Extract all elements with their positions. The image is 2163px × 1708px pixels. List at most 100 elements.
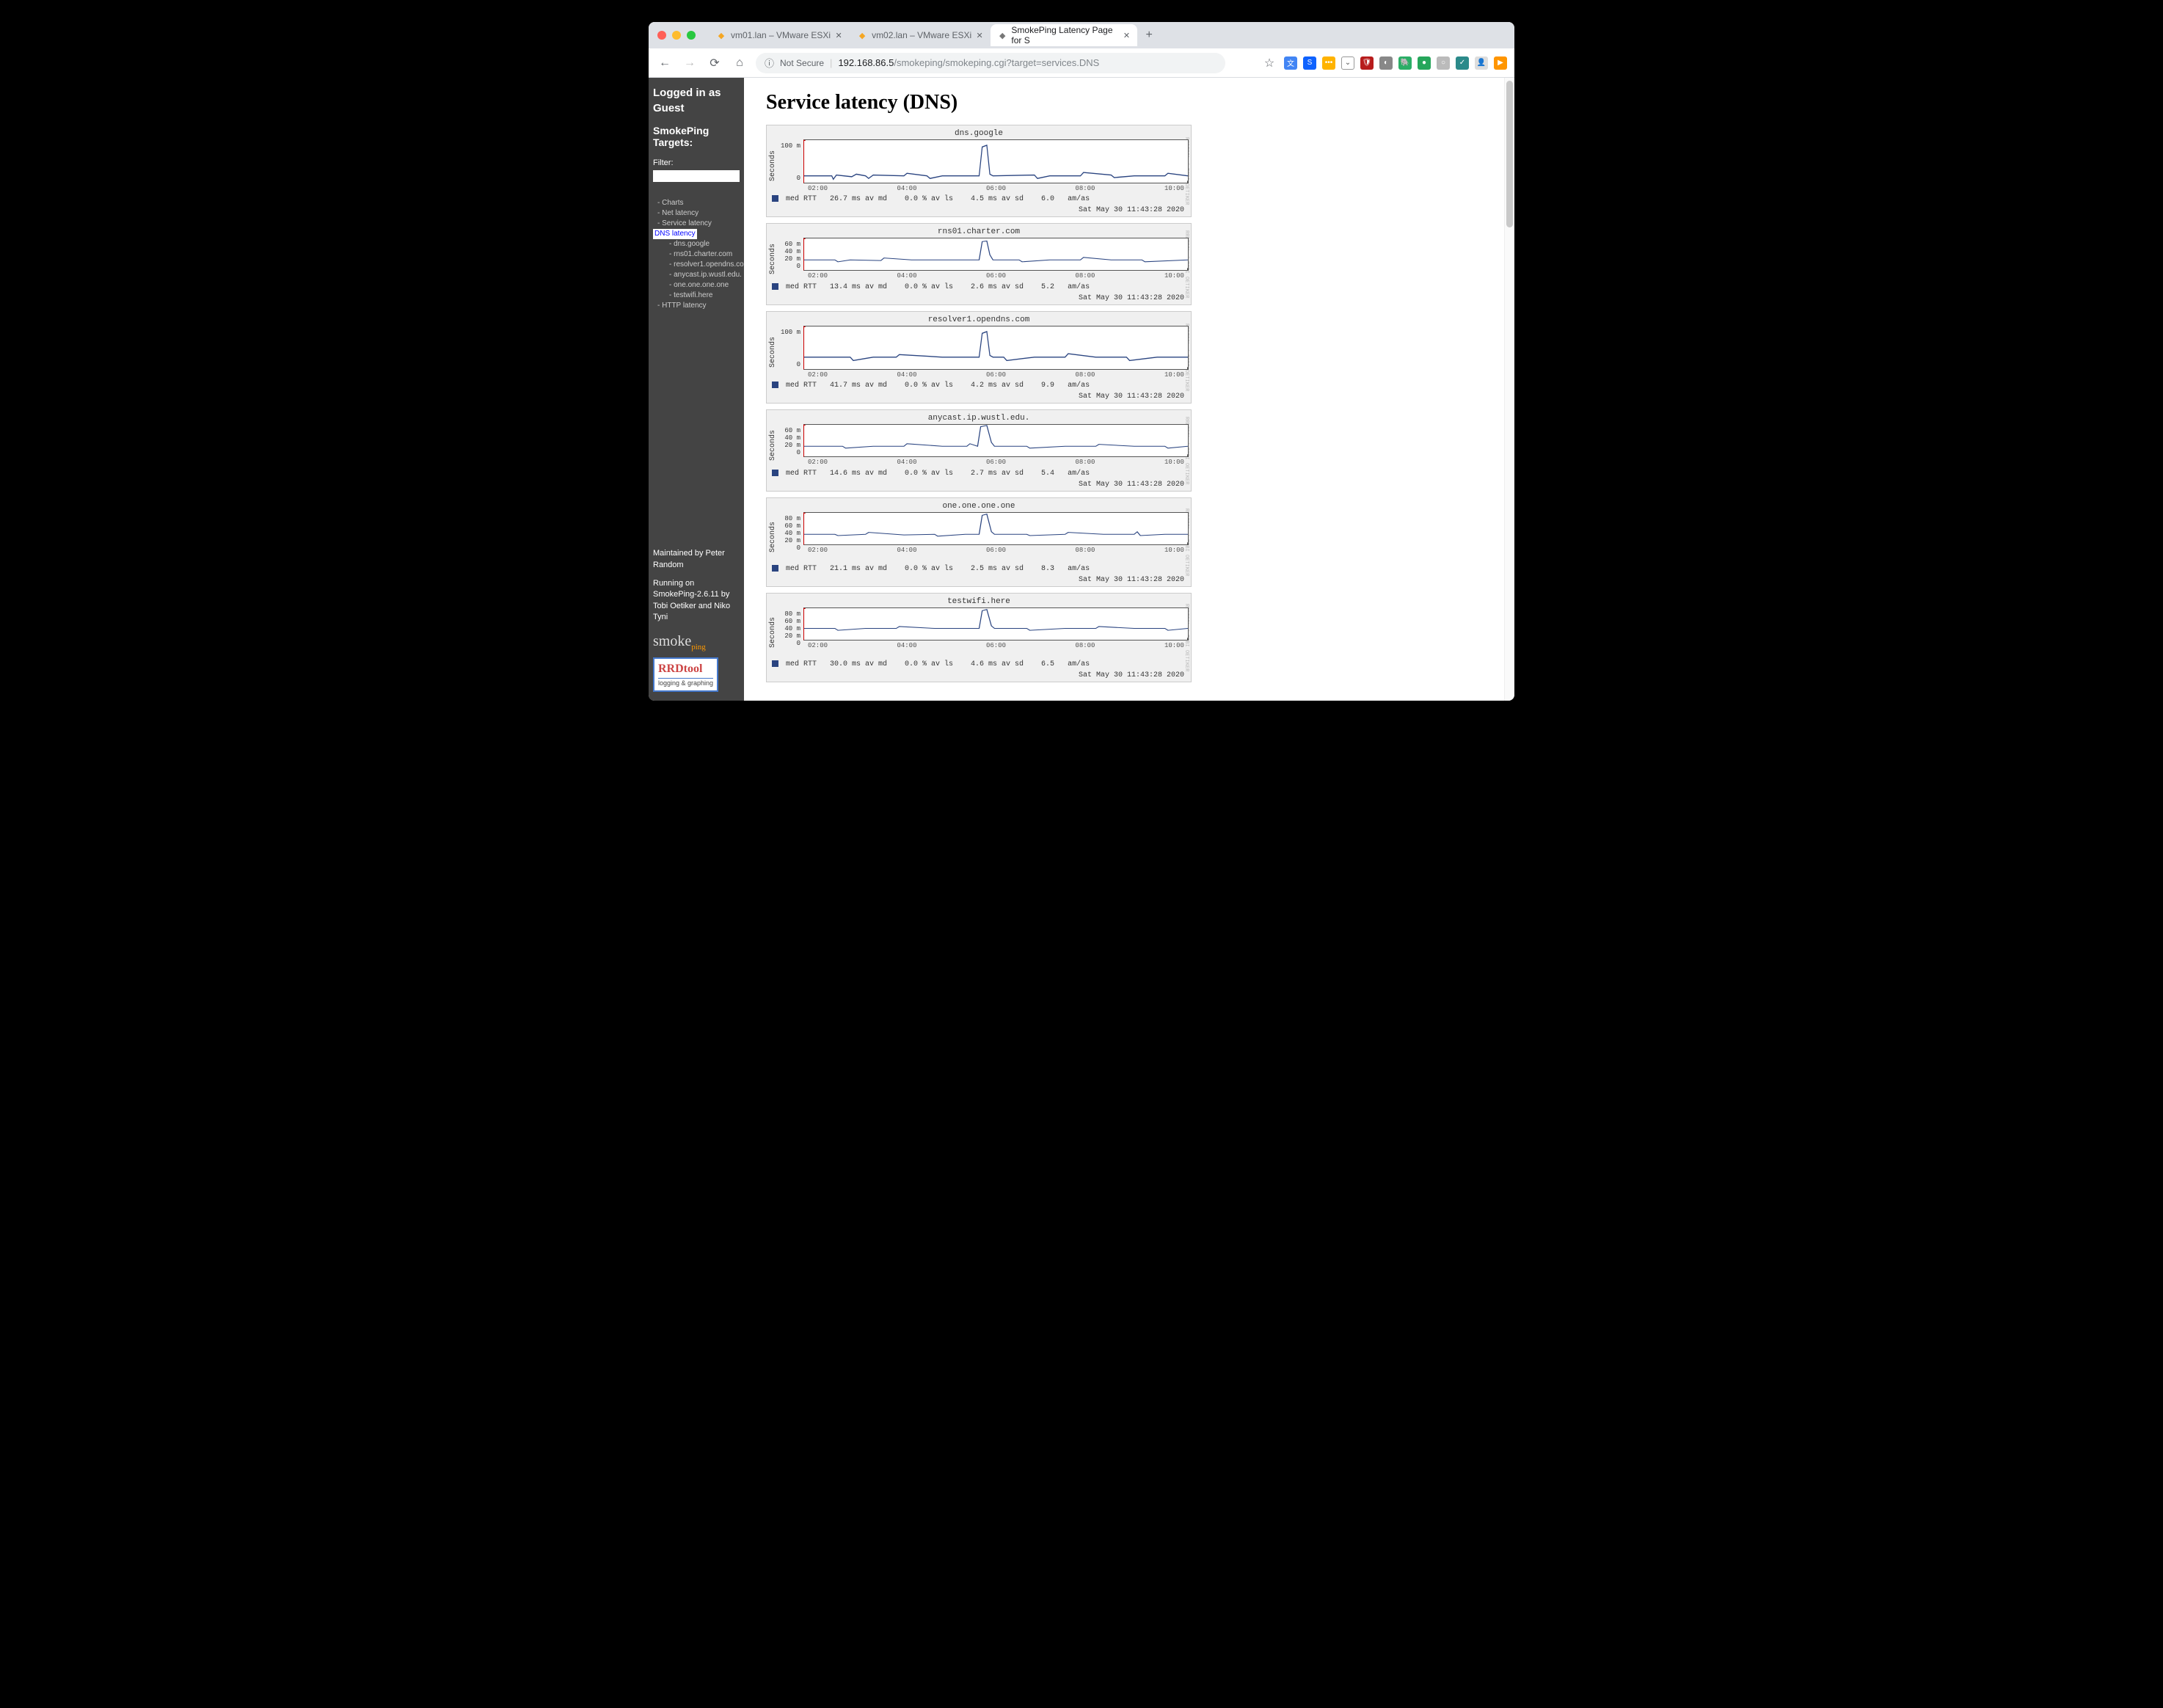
tree-item[interactable]: - Service latency: [653, 219, 740, 229]
extension-icon[interactable]: ▶: [1494, 56, 1507, 70]
chart-plot-area: [803, 238, 1189, 271]
chart-stats: med RTT 30.0 ms av md 0.0 % av ls 4.6 ms…: [769, 657, 1189, 671]
address-bar[interactable]: ⓘ Not Secure | 192.168.86.5/smokeping/sm…: [756, 53, 1225, 73]
y-axis-label: Seconds: [769, 616, 777, 649]
sidebar-footer: Maintained by Peter Random Running on Sm…: [653, 548, 740, 692]
browser-tab[interactable]: ◆SmokePing Latency Page for S✕: [991, 24, 1137, 46]
chart-stats: med RTT 26.7 ms av md 0.0 % av ls 4.5 ms…: [769, 192, 1189, 206]
tree-item[interactable]: - rns01.charter.com: [653, 249, 740, 260]
tree-item[interactable]: - Net latency: [653, 208, 740, 219]
filter-label: Filter:: [653, 158, 740, 167]
chart-title: resolver1.opendns.com: [769, 314, 1189, 326]
extension-icon[interactable]: ○: [1437, 56, 1450, 70]
scrollbar-thumb[interactable]: [1506, 81, 1513, 227]
latency-chart[interactable]: RRDTOOL / TOBI OETIKERresolver1.opendns.…: [766, 311, 1192, 404]
tab-label: vm02.lan – VMware ESXi: [872, 30, 971, 40]
latency-chart[interactable]: RRDTOOL / TOBI OETIKERone.one.one.oneSec…: [766, 497, 1192, 587]
x-axis-ticks: 02:0004:0006:0008:0010:00: [803, 183, 1189, 192]
login-status-line1: Logged in as: [653, 87, 740, 99]
extension-icon[interactable]: 👤: [1475, 56, 1488, 70]
latency-chart[interactable]: RRDTOOL / TOBI OETIKERdns.googleSeconds1…: [766, 125, 1192, 217]
forward-button[interactable]: →: [681, 54, 698, 72]
filter-input[interactable]: [653, 170, 740, 182]
extension-icon[interactable]: 文: [1284, 56, 1297, 70]
new-tab-button[interactable]: +: [1142, 29, 1156, 42]
target-tree: - Charts- Net latency- Service latencyDN…: [653, 198, 740, 311]
browser-tab[interactable]: ◆vm01.lan – VMware ESXi✕: [709, 24, 850, 46]
y-axis-ticks: 80 m60 m40 m20 m0: [777, 512, 803, 562]
y-axis-label: Seconds: [769, 242, 777, 276]
main-panel: Service latency (DNS) RRDTOOL / TOBI OET…: [744, 78, 1514, 701]
tree-item[interactable]: - dns.google: [653, 239, 740, 249]
latency-chart[interactable]: RRDTOOL / TOBI OETIKERtestwifi.hereSecon…: [766, 593, 1192, 682]
running-text: Running on SmokePing-2.6.11 by Tobi Oeti…: [653, 578, 740, 624]
rrd-logo-subtitle: logging & graphing: [658, 678, 713, 688]
extension-icon[interactable]: •••: [1322, 56, 1335, 70]
extension-icon[interactable]: ✓: [1456, 56, 1469, 70]
tab-close-icon[interactable]: ✕: [1123, 32, 1130, 39]
tab-favicon-icon: ◆: [716, 30, 726, 40]
latency-chart[interactable]: RRDTOOL / TOBI OETIKERrns01.charter.comS…: [766, 223, 1192, 305]
url-path: /smokeping/smokeping.cgi?target=services…: [894, 57, 1099, 68]
chart-timestamp: Sat May 30 11:43:28 2020: [769, 393, 1189, 401]
smokeping-logo[interactable]: smokeping: [653, 631, 740, 653]
x-axis-ticks: 02:0004:0006:0008:0010:00: [803, 457, 1189, 466]
chart-title: testwifi.here: [769, 596, 1189, 607]
titlebar: ◆vm01.lan – VMware ESXi✕◆vm02.lan – VMwa…: [649, 22, 1514, 48]
legend-swatch-icon: [772, 283, 778, 290]
tree-item[interactable]: DNS latency: [653, 229, 697, 239]
latency-chart[interactable]: RRDTOOL / TOBI OETIKERanycast.ip.wustl.e…: [766, 409, 1192, 492]
url-host: 192.168.86.5: [838, 57, 894, 68]
tree-item[interactable]: - one.one.one.one: [653, 280, 740, 291]
browser-toolbar: ← → ⟳ ⌂ ⓘ Not Secure | 192.168.86.5/smok…: [649, 48, 1514, 78]
tab-close-icon[interactable]: ✕: [976, 32, 983, 39]
extension-icon[interactable]: ◐: [1379, 56, 1393, 70]
rrd-logo-title: RRDtool: [658, 663, 702, 675]
reload-button[interactable]: ⟳: [706, 54, 723, 72]
chart-stats: med RTT 13.4 ms av md 0.0 % av ls 2.6 ms…: [769, 280, 1189, 294]
tab-close-icon[interactable]: ✕: [835, 32, 842, 39]
extension-icon[interactable]: 🐘: [1398, 56, 1412, 70]
tree-item[interactable]: - resolver1.opendns.com: [653, 260, 740, 270]
chart-stats: med RTT 21.1 ms av md 0.0 % av ls 2.5 ms…: [769, 562, 1189, 576]
chart-title: rns01.charter.com: [769, 226, 1189, 238]
page-title: Service latency (DNS): [766, 91, 1507, 114]
targets-header: SmokePing Targets:: [653, 125, 740, 148]
extension-icon[interactable]: ●: [1418, 56, 1431, 70]
vertical-scrollbar[interactable]: [1504, 78, 1514, 701]
tree-item[interactable]: - anycast.ip.wustl.edu.: [653, 270, 740, 280]
chart-plot-area: [803, 424, 1189, 457]
y-axis-label: Seconds: [769, 520, 777, 554]
close-window-button[interactable]: [657, 31, 666, 40]
tab-favicon-icon: ◆: [998, 30, 1007, 40]
chart-stats: med RTT 41.7 ms av md 0.0 % av ls 4.2 ms…: [769, 379, 1189, 393]
tab-strip: ◆vm01.lan – VMware ESXi✕◆vm02.lan – VMwa…: [709, 24, 1506, 46]
rrdtool-logo[interactable]: RRDtool logging & graphing: [653, 657, 718, 692]
back-button[interactable]: ←: [656, 54, 674, 72]
y-axis-ticks: 100 m0: [777, 326, 803, 379]
security-label: Not Secure: [780, 58, 824, 68]
maximize-window-button[interactable]: [687, 31, 696, 40]
tree-item[interactable]: - testwifi.here: [653, 291, 740, 301]
legend-swatch-icon: [772, 565, 778, 572]
chart-timestamp: Sat May 30 11:43:28 2020: [769, 481, 1189, 489]
legend-swatch-icon: [772, 195, 778, 202]
extension-icon[interactable]: ⌄: [1341, 56, 1354, 70]
browser-tab[interactable]: ◆ vm02.lan – VMware ESXi ✕: [850, 24, 991, 46]
y-axis-ticks: 60 m40 m20 m0: [777, 424, 803, 467]
tree-item[interactable]: - HTTP latency: [653, 301, 740, 311]
extension-icon[interactable]: S: [1303, 56, 1316, 70]
x-axis-ticks: 02:0004:0006:0008:0010:00: [803, 640, 1189, 649]
chart-title: anycast.ip.wustl.edu.: [769, 412, 1189, 424]
minimize-window-button[interactable]: [672, 31, 681, 40]
home-button[interactable]: ⌂: [731, 54, 748, 72]
tree-item[interactable]: - Charts: [653, 198, 740, 208]
legend-swatch-icon: [772, 660, 778, 667]
chart-plot-area: [803, 139, 1189, 183]
chart-timestamp: Sat May 30 11:43:28 2020: [769, 576, 1189, 584]
extension-icon[interactable]: 🛡: [1360, 56, 1374, 70]
chart-title: one.one.one.one: [769, 500, 1189, 512]
x-axis-ticks: 02:0004:0006:0008:0010:00: [803, 370, 1189, 379]
bookmark-star-icon[interactable]: ☆: [1261, 54, 1278, 72]
tab-favicon-icon: ◆: [857, 30, 867, 40]
